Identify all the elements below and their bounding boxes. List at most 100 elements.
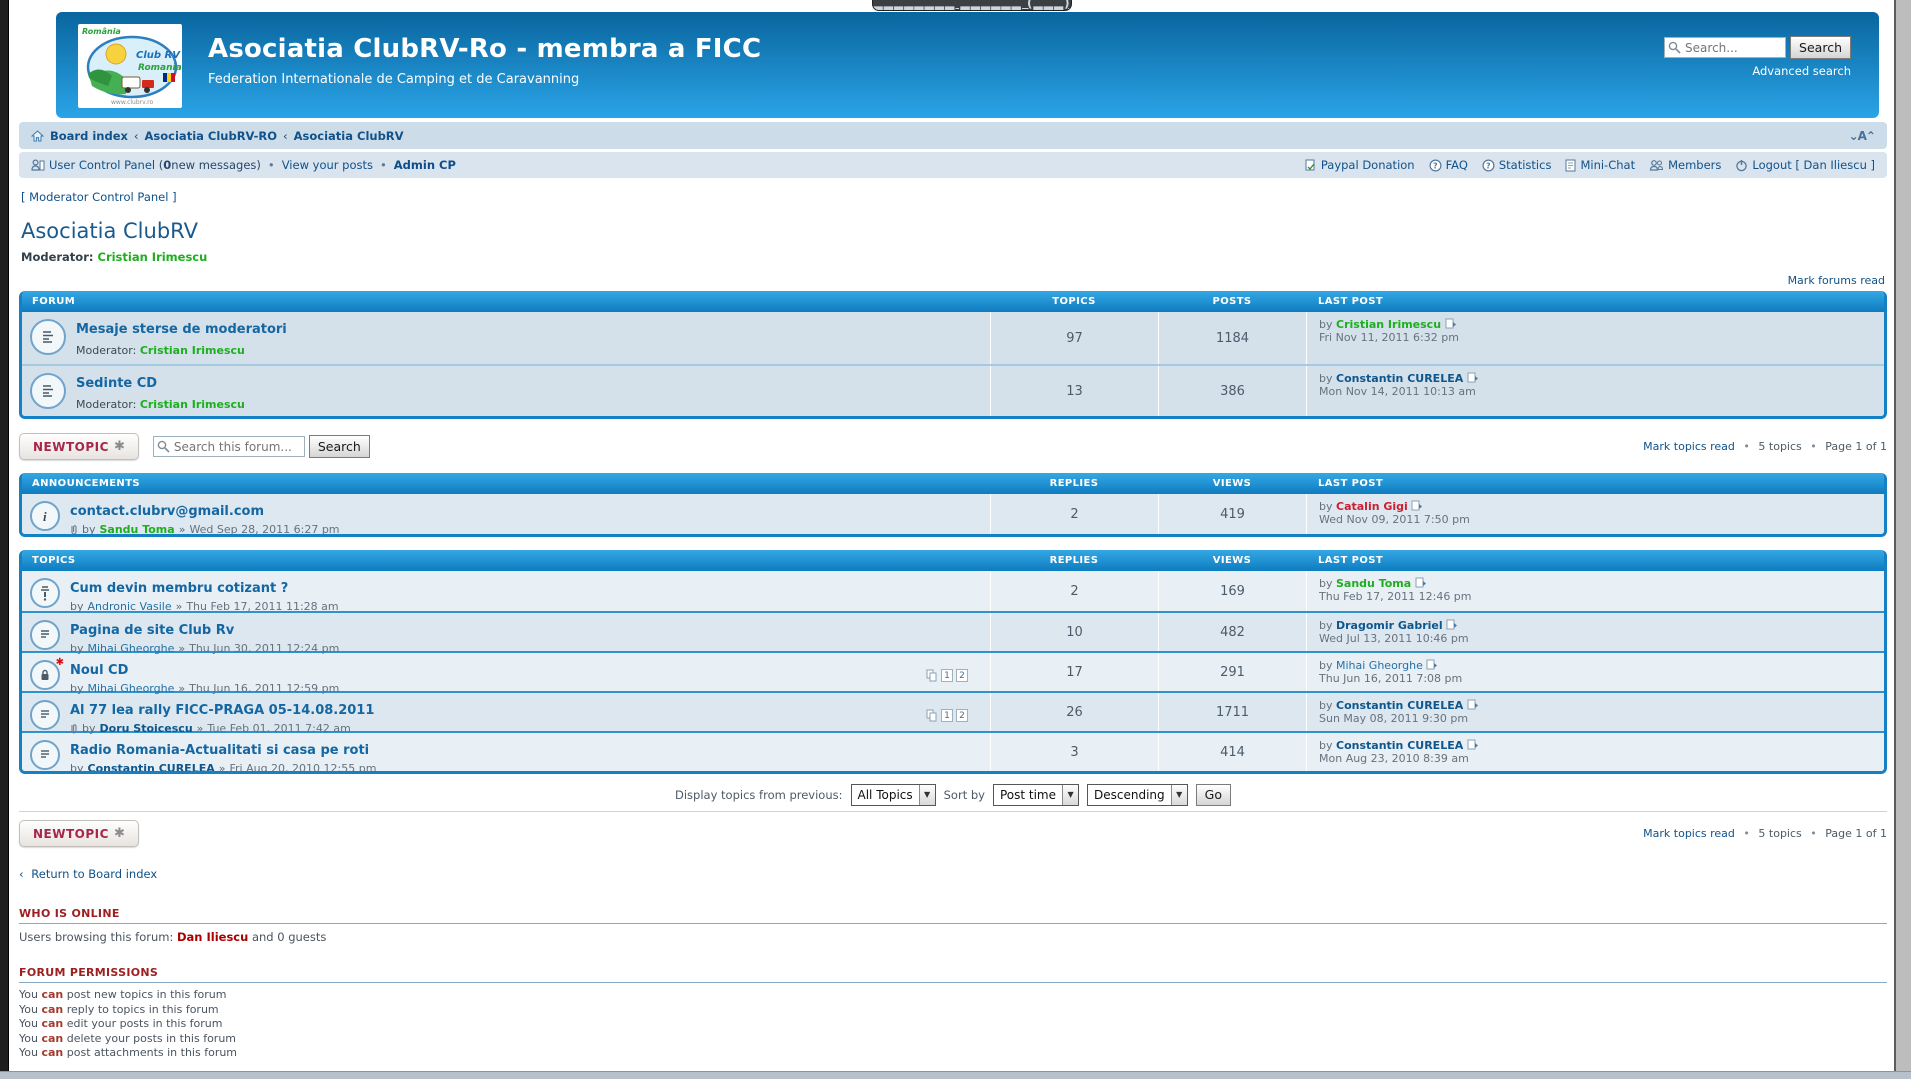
replies-count: 2: [990, 571, 1158, 611]
advanced-search-link[interactable]: Advanced search: [1752, 64, 1851, 78]
topic-title-link[interactable]: Pagina de site Club Rv: [70, 623, 235, 638]
permission-line: You can post new topics in this forum: [19, 988, 227, 1001]
topic-title-link[interactable]: Noul CD: [70, 663, 129, 678]
page-2-link[interactable]: 2: [956, 709, 968, 722]
topic-byline: by Constantin CURELEA » Fri Aug 20, 2010…: [70, 762, 377, 774]
mark-topics-read-link[interactable]: Mark topics read: [1643, 440, 1735, 453]
last-post-author-link[interactable]: Cristian Irimescu: [1336, 318, 1442, 331]
page-indicator: Page 1 of 1: [1825, 827, 1887, 840]
goto-last-post-icon[interactable]: [1445, 318, 1456, 329]
breadcrumb-category[interactable]: Asociatia ClubRV-RO: [144, 128, 278, 143]
topic-title-link[interactable]: contact.clubrv@gmail.com: [70, 504, 265, 519]
last-post-author-link[interactable]: Dragomir Gabriel: [1336, 619, 1443, 632]
topic-pagination: 1 2: [926, 669, 968, 682]
post-date: Fri Aug 20, 2010 12:55 pm: [229, 762, 377, 774]
ucp-link[interactable]: User Control Panel: [49, 158, 156, 172]
last-post-date: Wed Jul 13, 2011 10:46 pm: [1319, 632, 1469, 645]
breadcrumb-forum[interactable]: Asociatia ClubRV: [293, 128, 404, 143]
moderator-link[interactable]: Cristian Irimescu: [97, 250, 208, 264]
site-header: România Club RV Romania www.clubrv.ro As…: [56, 12, 1879, 118]
col-replies: REPLIES: [1049, 555, 1099, 566]
permission-line: You can post attachments in this forum: [19, 1046, 238, 1059]
author-link[interactable]: Doru Stoicescu: [99, 722, 193, 735]
pagination-info: Mark topics read • 5 topics • Page 1 of …: [1643, 440, 1887, 453]
go-button[interactable]: Go: [1195, 783, 1231, 806]
browser-overlay-pill[interactable]: ▂▂▂▂▂▂▂▂ ▂▂▂▂▂▂ (▂▂▂): [872, 0, 1072, 11]
posts-count: 1184: [1158, 312, 1306, 364]
topic-byline: by Doru Stoicescu » Tue Feb 01, 2011 7:4…: [70, 722, 374, 735]
page-2-link[interactable]: 2: [956, 669, 968, 682]
desktop-right-strip: [1894, 0, 1911, 1079]
goto-last-post-icon[interactable]: [1446, 619, 1458, 630]
svg-text:?: ?: [1433, 161, 1438, 170]
new-topic-button[interactable]: NEWTOPIC ✱: [19, 820, 139, 847]
views-count: 419: [1158, 494, 1306, 534]
members-link[interactable]: Members: [1649, 158, 1721, 172]
admin-cp-link[interactable]: Admin CP: [393, 158, 456, 172]
goto-last-post-icon[interactable]: [1426, 659, 1438, 670]
author-link[interactable]: Mihai Gheorghe: [87, 682, 175, 695]
moderator-control-panel-link[interactable]: [ Moderator Control Panel ]: [21, 190, 177, 204]
page-1-link[interactable]: 1: [941, 669, 953, 682]
post-date: Thu Jun 16, 2011 12:59 pm: [189, 682, 340, 695]
paypal-donation-link[interactable]: Paypal Donation: [1304, 158, 1415, 172]
topic-title-link[interactable]: Cum devin membru cotizant ?: [70, 581, 289, 596]
goto-last-post-icon[interactable]: [1467, 372, 1478, 383]
last-post-date: Wed Nov 09, 2011 7:50 pm: [1319, 513, 1470, 526]
statistics-link[interactable]: ? Statistics: [1482, 158, 1551, 172]
moderator-link[interactable]: Cristian Irimescu: [139, 398, 245, 411]
chevron-down-icon: ▼: [918, 784, 935, 805]
header-search-area: Search Advanced search: [1664, 36, 1851, 79]
search-button[interactable]: Search: [1790, 36, 1851, 59]
search-forum-button[interactable]: Search: [308, 435, 370, 458]
col-last-post: LAST POST: [1318, 478, 1384, 489]
author-link[interactable]: Mihai Gheorghe: [87, 642, 175, 655]
page-indicator: Page 1 of 1: [1825, 440, 1887, 453]
bullet: •: [267, 158, 275, 172]
search-forum-input[interactable]: [152, 436, 305, 458]
author-link[interactable]: Constantin CURELEA: [87, 762, 215, 774]
topic-byline: by Andronic Vasile » Thu Feb 17, 2011 11…: [70, 600, 339, 613]
logout-link[interactable]: Logout [ Dan Iliescu ]: [1735, 158, 1875, 172]
goto-last-post-icon[interactable]: [1467, 699, 1478, 710]
desktop-bottom-strip: [0, 1071, 1911, 1079]
return-to-board-index-link[interactable]: Return to Board index: [31, 867, 158, 881]
page-1-link[interactable]: 1: [941, 709, 953, 722]
sort-field-select[interactable]: Post time ▼: [992, 783, 1080, 806]
faq-link[interactable]: ? FAQ: [1429, 158, 1468, 172]
search-input[interactable]: [1664, 37, 1787, 59]
new-topic-button[interactable]: NEWTOPIC ✱: [19, 433, 139, 460]
topic-title-link[interactable]: Radio Romania-Actualitati si casa pe rot…: [70, 743, 370, 758]
goto-last-post-icon[interactable]: [1415, 577, 1426, 588]
last-post-author-link[interactable]: Constantin CURELEA: [1336, 372, 1464, 385]
goto-last-post-icon[interactable]: [1467, 739, 1478, 750]
posts-count: 386: [1158, 366, 1306, 416]
author-link[interactable]: Andronic Vasile: [87, 600, 172, 613]
mark-forums-read-link[interactable]: Mark forums read: [1787, 274, 1885, 287]
site-logo[interactable]: România Club RV Romania www.clubrv.ro: [78, 24, 182, 108]
back-arrow-icon: ‹: [19, 867, 24, 881]
mark-topics-read-link[interactable]: Mark topics read: [1643, 827, 1735, 840]
last-post-author-link[interactable]: Constantin CURELEA: [1336, 699, 1464, 712]
topic-title-link[interactable]: Al 77 lea rally FICC-PRAGA 05-14.08.2011: [70, 703, 375, 718]
view-your-posts-link[interactable]: View your posts: [281, 158, 373, 172]
last-post-author-link[interactable]: Mihai Gheorghe: [1336, 659, 1423, 672]
forum-title-link[interactable]: Sedinte CD: [76, 376, 158, 391]
sort-direction-select[interactable]: Descending ▼: [1087, 783, 1188, 806]
breadcrumb-board-index[interactable]: Board index: [50, 128, 128, 143]
last-post-author-link[interactable]: Catalin Gigi: [1336, 500, 1408, 513]
online-user-link[interactable]: Dan Iliescu: [176, 930, 249, 944]
mini-chat-link[interactable]: Mini-Chat: [1565, 158, 1635, 172]
topics-filter-select[interactable]: All Topics ▼: [850, 783, 936, 806]
last-post-author-link[interactable]: Sandu Toma: [1336, 577, 1412, 590]
moderator-link[interactable]: Cristian Irimescu: [139, 344, 245, 357]
breadcrumb-separator: ‹: [133, 128, 139, 143]
author-link[interactable]: Sandu Toma: [99, 523, 175, 536]
goto-last-post-icon[interactable]: [1411, 500, 1423, 511]
pagination-info: Mark topics read • 5 topics • Page 1 of …: [1643, 827, 1887, 840]
font-size-widget[interactable]: ⌄A⌃: [1848, 128, 1876, 143]
last-post-author-link[interactable]: Constantin CURELEA: [1336, 739, 1464, 752]
asterisk-icon: ✱: [113, 826, 125, 841]
forum-title-link[interactable]: Mesaje sterse de moderatori: [76, 322, 287, 337]
last-post-date: Thu Feb 17, 2011 12:46 pm: [1319, 590, 1472, 603]
